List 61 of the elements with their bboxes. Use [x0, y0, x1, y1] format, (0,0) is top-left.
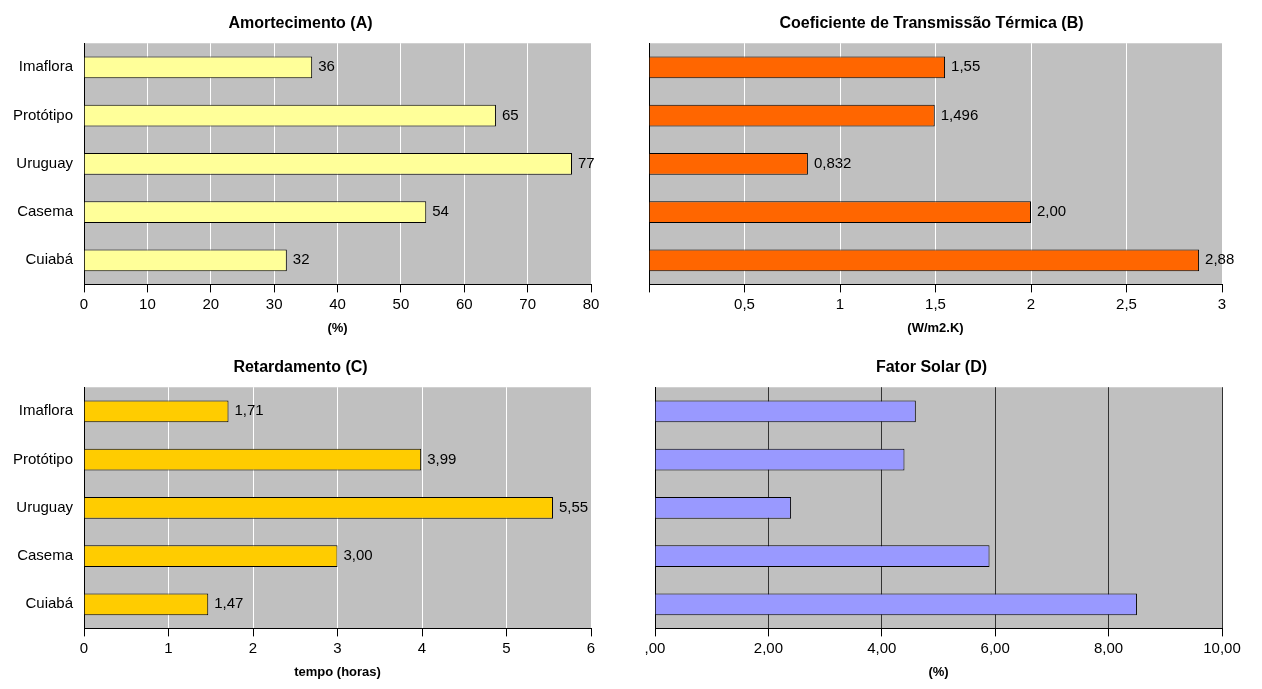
x-tick-label: 4,00 — [867, 638, 897, 656]
x-axis-title: (%) — [928, 663, 949, 679]
x-axis-title: (%) — [327, 319, 348, 335]
x-tick-label: 1 — [835, 294, 845, 312]
y-tick-label: Casema — [17, 202, 74, 220]
x-tick-label: 4 — [417, 638, 427, 656]
chart-title: Amortecimento (A) — [228, 14, 373, 32]
data-label: 3,99 — [427, 449, 457, 467]
data-label: 0,832 — [813, 153, 852, 171]
data-label: 1,55 — [951, 57, 981, 75]
data-label: 1,47 — [214, 594, 244, 612]
chart-title: Fator Solar (D) — [875, 358, 988, 376]
x-tick-label: 10 — [139, 294, 156, 312]
data-label: 65 — [501, 105, 519, 123]
x-tick-label: ,00 — [644, 638, 666, 656]
data-label: 77 — [577, 153, 595, 171]
data-label: 1,496 — [940, 105, 979, 123]
x-tick-label: 10,00 — [1203, 638, 1241, 656]
x-tick-label: 0,5 — [734, 294, 755, 312]
data-label: 3,00 — [343, 546, 373, 564]
data-label: 54 — [432, 202, 449, 220]
data-label: 2,88 — [1205, 250, 1235, 268]
y-tick-label: Imaflora — [18, 401, 74, 419]
data-label: 1,71 — [234, 401, 264, 419]
x-tick-label: 3 — [1217, 294, 1227, 312]
x-tick-label: 2,00 — [753, 638, 783, 656]
x-tick-label: 2 — [248, 638, 258, 656]
x-tick-label: 1 — [164, 638, 173, 656]
x-tick-label: 30 — [265, 294, 283, 312]
x-axis-title: (W/m2.K) — [907, 319, 964, 335]
x-tick-label: 80 — [582, 294, 600, 312]
x-tick-label: 6 — [586, 638, 596, 656]
y-tick-label: Uruguay — [16, 497, 74, 515]
data-label: 5,55 — [558, 497, 589, 515]
x-tick-label: 1,5 — [925, 294, 946, 312]
chart-title: Retardamento (C) — [233, 358, 368, 376]
y-tick-label: Cuiabá — [25, 250, 74, 268]
x-tick-label: 0 — [79, 294, 89, 312]
x-tick-label: 3 — [333, 638, 342, 656]
data-label: 36 — [318, 57, 335, 75]
y-tick-label: Cuiabá — [25, 594, 74, 612]
y-tick-label: Protótipo — [12, 449, 74, 467]
x-tick-label: 50 — [392, 294, 410, 312]
data-label: 2,00 — [1037, 202, 1067, 220]
x-tick-label: 60 — [455, 294, 473, 312]
x-tick-label: 20 — [202, 294, 220, 312]
x-tick-label: 5 — [502, 638, 511, 656]
x-tick-label: 2 — [1026, 294, 1036, 312]
y-tick-label: Casema — [17, 546, 74, 564]
x-tick-label: 40 — [329, 294, 346, 312]
x-tick-label: 6,00 — [980, 638, 1010, 656]
x-tick-label: 0 — [79, 638, 89, 656]
x-tick-label: 2,5 — [1116, 294, 1137, 312]
x-tick-label: 8,00 — [1094, 638, 1124, 656]
chart-title: Coeficiente de Transmissão Térmica (B) — [779, 14, 1084, 32]
y-tick-label: Imaflora — [18, 57, 74, 75]
x-axis-title: tempo (horas) — [294, 663, 381, 679]
x-tick-label: 70 — [519, 294, 536, 312]
y-tick-label: Uruguay — [16, 153, 74, 171]
y-tick-label: Protótipo — [12, 105, 74, 123]
data-label: 32 — [292, 250, 310, 268]
